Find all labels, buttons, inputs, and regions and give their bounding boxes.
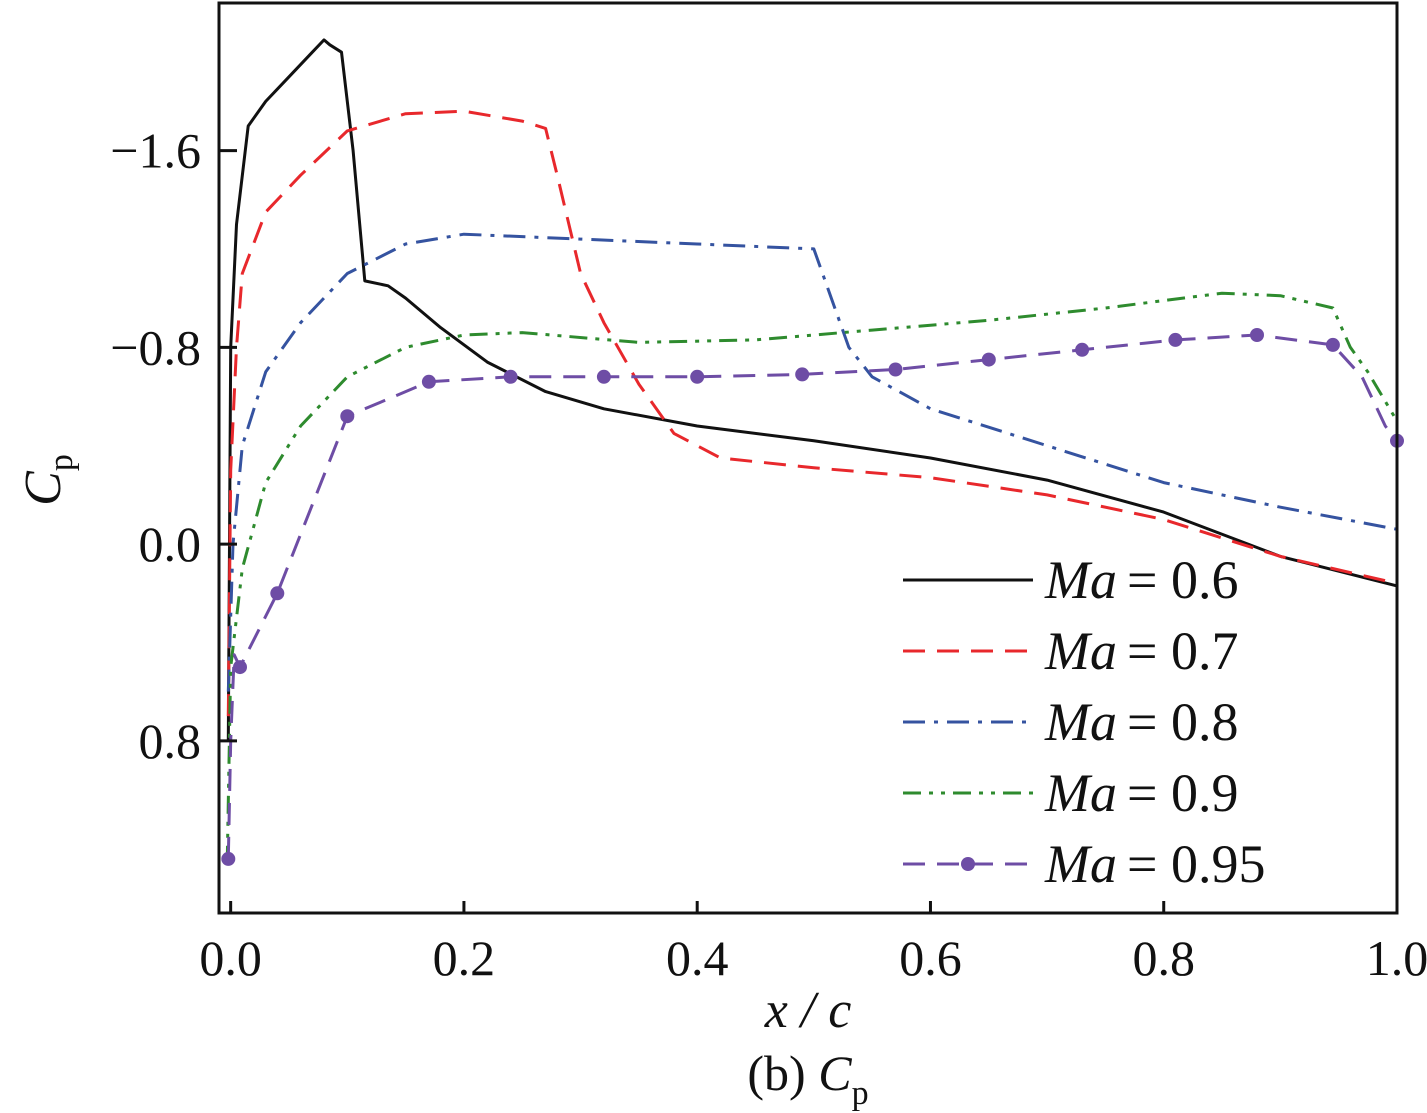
legend-label-value-3: = 0.8 [1127, 692, 1238, 752]
y-tick-label-3: 0.0 [139, 516, 202, 572]
legend-entry-4: Ma = 0.9 [903, 763, 1238, 823]
legend-label-value-1: = 0.6 [1127, 550, 1238, 610]
legend-label-value-5: = 0.95 [1127, 834, 1265, 894]
legend-entry-1: Ma = 0.6 [903, 550, 1238, 610]
y-axis-title-main: C [15, 470, 72, 506]
legend-label-var-2: Ma [1044, 621, 1117, 681]
legend-swatch-marker-5 [961, 857, 975, 871]
x-tick-label-4: 0.6 [899, 930, 962, 986]
series-marker-5-4 [340, 409, 355, 424]
series-4 [225, 291, 1399, 864]
caption-sub: p [852, 1075, 869, 1112]
y-tick-label-1: −1.6 [110, 123, 201, 179]
x-axis-ticks: 0.0 0.2 0.4 0.6 0.8 1.0 [199, 901, 1427, 986]
series-layer [221, 38, 1404, 866]
series-line-4 [225, 291, 1399, 864]
series-3 [226, 232, 1398, 692]
series-marker-5-3 [270, 586, 285, 601]
legend-label-4: Ma = 0.9 [1044, 763, 1238, 823]
series-marker-5-2 [233, 660, 247, 675]
x-tick-label-3: 0.4 [666, 930, 729, 986]
series-marker-5-5 [421, 374, 436, 389]
y-axis-title-sub: p [43, 454, 80, 471]
series-line-2 [226, 109, 1398, 717]
caption-main: C [818, 1045, 852, 1101]
legend-label-var-1: Ma [1044, 550, 1117, 610]
series-marker-5-11 [981, 352, 996, 367]
series-marker-5-8 [690, 369, 705, 384]
y-axis-title: Cp [15, 454, 80, 506]
y-tick-label-2: −0.8 [110, 319, 201, 375]
series-line-1 [226, 38, 1398, 741]
x-axis-title: x / c [764, 982, 852, 1039]
series-line-5 [226, 333, 1399, 859]
x-tick-label-2: 0.2 [433, 930, 496, 986]
x-tick-label-6: 1.0 [1366, 930, 1427, 986]
legend-label-2: Ma = 0.7 [1044, 621, 1238, 681]
series-1 [226, 38, 1398, 741]
y-tick-label-4: 0.8 [139, 713, 202, 769]
legend-label-value-2: = 0.7 [1127, 621, 1238, 681]
caption-prefix: (b) [747, 1045, 818, 1101]
legend-label-var-3: Ma [1044, 692, 1117, 752]
series-marker-5-10 [888, 362, 903, 377]
legend: Ma = 0.6Ma = 0.7Ma = 0.8Ma = 0.9Ma = 0.95 [903, 550, 1265, 894]
x-tick-label-1: 0.0 [199, 930, 262, 986]
series-5 [221, 328, 1404, 866]
legend-label-5: Ma = 0.95 [1044, 834, 1265, 894]
legend-entry-2: Ma = 0.7 [903, 621, 1238, 681]
series-marker-5-13 [1168, 332, 1183, 347]
series-marker-5-12 [1075, 342, 1090, 357]
legend-label-var-5: Ma [1044, 834, 1117, 894]
plot-frame [217, 1, 1399, 915]
series-marker-5-6 [503, 369, 518, 384]
series-marker-5-7 [596, 369, 611, 384]
series-2 [226, 109, 1398, 717]
series-marker-5-15 [1325, 337, 1340, 352]
legend-entry-5: Ma = 0.95 [903, 834, 1265, 894]
figure-caption: (b) Cp [747, 1045, 868, 1112]
legend-label-var-4: Ma [1044, 763, 1117, 823]
series-line-3 [226, 232, 1398, 692]
series-marker-5-1 [221, 851, 236, 866]
legend-label-3: Ma = 0.8 [1044, 692, 1238, 752]
legend-label-1: Ma = 0.6 [1044, 550, 1238, 610]
x-tick-label-5: 0.8 [1132, 930, 1195, 986]
y-axis-ticks: −1.6 −0.8 0.0 0.8 [110, 123, 237, 769]
legend-entry-3: Ma = 0.8 [903, 692, 1238, 752]
legend-label-value-4: = 0.9 [1127, 763, 1238, 823]
series-marker-5-14 [1250, 328, 1264, 342]
series-marker-5-9 [795, 367, 810, 382]
